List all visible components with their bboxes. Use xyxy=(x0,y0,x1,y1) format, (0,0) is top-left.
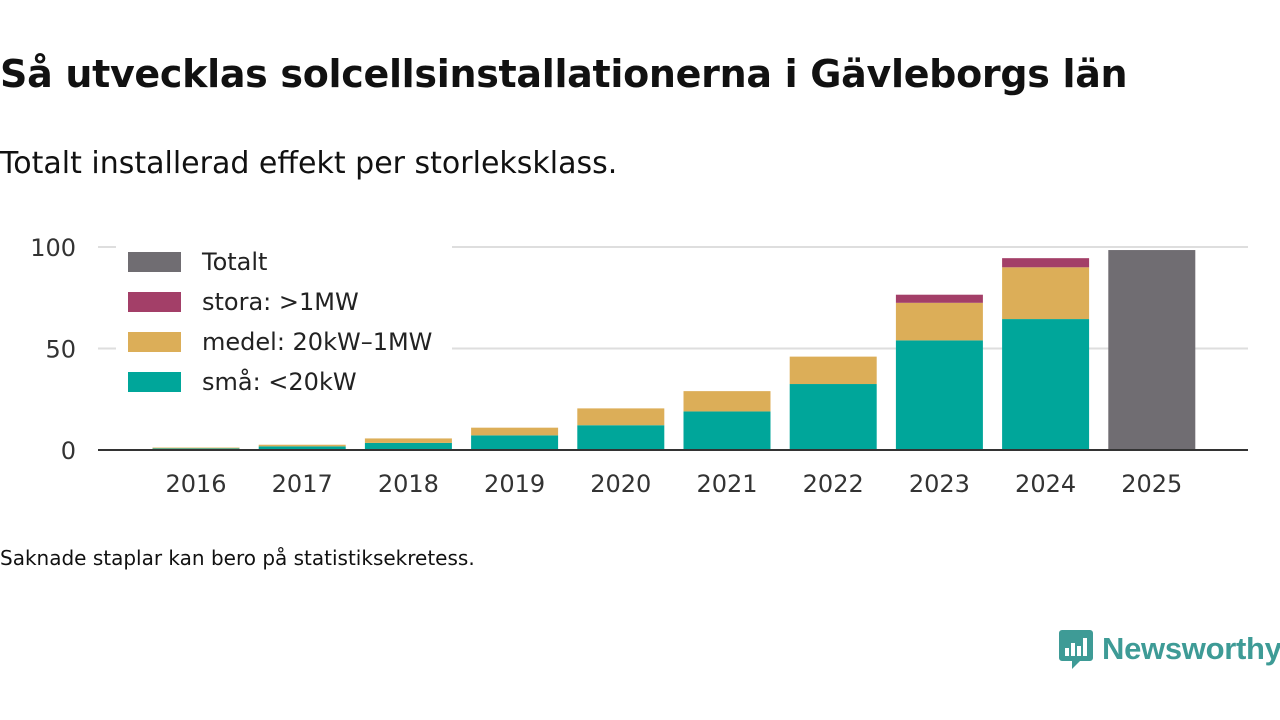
legend-swatch-medel xyxy=(128,332,181,352)
x-tick-label: 2021 xyxy=(696,470,757,498)
x-tick-label: 2023 xyxy=(909,470,970,498)
bar-sma-2021 xyxy=(683,411,771,450)
chart-title: Så utvecklas solcellsinstallationerna i … xyxy=(0,52,1128,96)
bar-sma-2023 xyxy=(895,340,983,450)
bar-medel-2022 xyxy=(789,356,877,385)
bar-sma-2018 xyxy=(364,442,452,450)
bar-sma-2020 xyxy=(577,425,665,450)
legend: Totalt stora: >1MW medel: 20kW–1MW små: <20… xyxy=(116,242,452,404)
bar-sma-2024 xyxy=(1002,319,1090,450)
bar-medel-2020 xyxy=(577,408,665,426)
bar-medel-2016 xyxy=(152,447,240,449)
bar-sma-2019 xyxy=(471,435,559,450)
bar-medel-2018 xyxy=(364,438,452,443)
legend-label-medel: medel: 20kW–1MW xyxy=(202,328,432,356)
x-tick-label: 2024 xyxy=(1015,470,1076,498)
x-tick-label: 2018 xyxy=(378,470,439,498)
bar-medel-2023 xyxy=(895,302,983,341)
x-tick-label: 2019 xyxy=(484,470,545,498)
legend-swatch-totalt xyxy=(128,252,181,272)
y-tick-label: 50 xyxy=(45,336,76,364)
footnote: Saknade staplar kan bero på statistiksek… xyxy=(0,546,475,570)
bars xyxy=(152,250,1196,450)
legend-swatch-sma xyxy=(128,372,181,392)
newsworthy-logo[interactable]: Newsworthy xyxy=(1058,628,1280,670)
brand-name: Newsworthy xyxy=(1102,631,1280,666)
x-tick-label: 2020 xyxy=(590,470,651,498)
y-tick-label: 100 xyxy=(30,234,76,262)
x-tick-label: 2016 xyxy=(165,470,226,498)
y-tick-label: 0 xyxy=(61,437,76,465)
bar-stora-2023 xyxy=(895,294,983,303)
bar-sma-2022 xyxy=(789,384,877,450)
bar-stora-2024 xyxy=(1002,258,1090,268)
x-tick-label: 2017 xyxy=(272,470,333,498)
x-tick-label: 2022 xyxy=(803,470,864,498)
chart-subtitle: Totalt installerad effekt per storlekskl… xyxy=(0,146,618,181)
x-tick-label: 2025 xyxy=(1121,470,1182,498)
legend-label-totalt: Totalt xyxy=(201,248,267,276)
bar-totalt-2025 xyxy=(1108,250,1196,450)
bar-sma-2017 xyxy=(258,446,346,450)
bar-medel-2017 xyxy=(258,444,346,447)
axes: 0 50 100 2016 2017 2018 2019 2020 2021 2022 2023 20… xyxy=(30,234,1248,498)
bar-medel-2021 xyxy=(683,391,771,412)
bar-medel-2024 xyxy=(1002,267,1090,320)
legend-label-stora: stora: >1MW xyxy=(202,288,359,316)
bar-medel-2019 xyxy=(471,427,559,436)
legend-label-sma: små: <20kW xyxy=(202,367,357,396)
newsworthy-logo-icon xyxy=(1059,630,1093,669)
legend-swatch-stora xyxy=(128,292,181,312)
